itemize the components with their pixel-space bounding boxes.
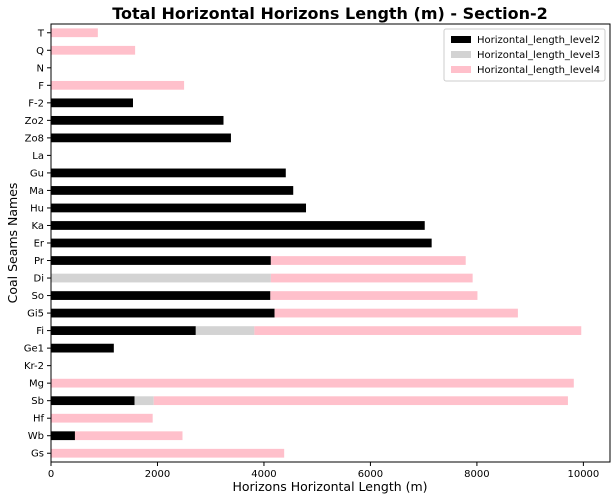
y-tick-label: Sb [31,396,44,407]
bar-Hu-level2 [51,203,307,213]
bar-Fi-level4 [254,326,582,335]
bar-T-level4 [51,28,98,38]
y-tick-label: Gu [30,168,44,179]
bars-layer [51,28,582,458]
bar-Gi5-level4 [274,308,518,318]
legend-label: Horizontal_length_level4 [477,65,600,76]
legend: Horizontal_length_level2 Horizontal_lengt… [443,28,606,82]
y-tick-label: Ma [29,186,44,197]
bar-Sb-level4 [153,396,568,406]
bar-Fi-level3 [195,326,255,335]
bar-Sb-level3 [134,396,154,406]
y-tick-label: F [38,81,44,92]
y-tick-label: Gs [31,449,44,460]
y-tick-label: Gi5 [27,309,44,320]
bar-Ma-level2 [51,186,294,195]
x-tick-label: 10000 [567,469,599,480]
chart-title: Total Horizontal Horizons Length (m) - S… [112,4,548,23]
bar-Gi5-level2 [51,308,275,318]
y-tick-label: Zo2 [25,116,44,127]
bar-Pr-level2 [51,256,271,265]
x-tick-label: 0 [48,469,54,480]
bar-Fi-level2 [51,326,196,335]
bar-Wb-level2 [51,431,75,441]
legend-swatch [451,51,471,58]
x-tick-label: 8000 [464,469,489,480]
y-tick-label: Ge1 [24,344,44,355]
legend-label: Horizontal_length_level2 [477,35,600,46]
bar-Q-level4 [51,45,136,55]
x-axis-label: Horizons Horizontal Length (m) [232,479,427,494]
y-tick-label: So [32,291,44,302]
y-axis-label: Coal Seams Names [5,183,20,304]
bar-Pr-level4 [270,256,466,265]
y-tick-label: Kr-2 [24,361,44,372]
bar-Gs-level4 [51,448,285,458]
y-axis-ticks: Gs Wb Hf Sb Mg Kr-2 Ge1 Fi Gi5 So Di Pr Er Ka Hu Ma Gu La… [24,28,51,460]
bar-Mg-level4 [51,378,574,388]
bar-Gu-level2 [51,168,286,178]
bar-Wb-level4 [74,431,183,441]
y-tick-label: Er [34,239,45,250]
x-tick-label: 2000 [145,469,170,480]
y-tick-label: Wb [28,431,44,442]
x-tick-label: 6000 [358,469,383,480]
y-tick-label: Pr [34,256,45,267]
legend-swatch [451,36,471,43]
y-tick-label: Mg [29,379,44,390]
y-tick-label: La [32,151,44,162]
y-tick-label: Zo8 [25,133,44,144]
y-tick-label: Hf [33,414,45,425]
bar-Zo8-level2 [51,133,231,143]
bar-Zo2-level2 [51,115,224,125]
bar-Hf-level4 [51,413,153,423]
bar-So-level2 [51,291,271,300]
bar-Di-level3 [51,273,271,283]
y-tick-label: Ka [31,221,44,232]
x-tick-label: 4000 [251,469,276,480]
bar-Ge1-level2 [51,343,114,353]
y-tick-label: Hu [30,203,44,214]
y-tick-label: N [37,63,44,74]
legend-label: Horizontal_length_level3 [477,50,600,61]
bar-F-level4 [51,80,185,90]
y-tick-label: Fi [36,326,44,337]
legend-box [443,28,606,82]
bar-Sb-level2 [51,396,135,406]
bar-F-2-level2 [51,98,133,108]
y-tick-label: T [37,28,45,39]
y-tick-label: F-2 [28,98,44,109]
bar-Di-level4 [270,273,473,283]
legend-swatch [451,66,471,73]
y-tick-label: Di [34,274,44,285]
bar-Er-level2 [51,238,432,248]
bar-So-level4 [270,291,478,300]
x-axis-ticks: 0 2000 4000 6000 8000 10000 [48,462,599,480]
bar-Ka-level2 [51,221,425,230]
y-tick-label: Q [36,46,44,57]
